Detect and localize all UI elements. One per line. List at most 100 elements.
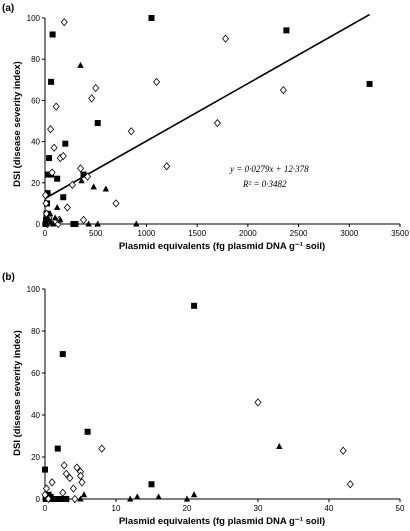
panel-a-diamond-point <box>68 180 76 189</box>
panel-a-square-point <box>80 171 87 178</box>
panel-a-diamond-point <box>52 102 60 111</box>
panel-a-square-point <box>44 190 51 197</box>
panel-b-square-point <box>84 428 91 435</box>
panel-b-diamond-point <box>59 488 67 497</box>
panel-a-triangle-point <box>85 220 92 227</box>
panel-b-diamond-point <box>66 473 74 483</box>
panel-a-diamond-point <box>222 34 230 43</box>
panel-a-diamond-point <box>112 199 120 208</box>
panel-a-triangle-point <box>77 61 84 68</box>
panel-a-x-tick-label: 3000 <box>340 229 358 238</box>
panel-b-scatter-plot: (b) DSI (disease severity index) Plasmid… <box>2 272 405 527</box>
panel-a-square-point <box>62 140 69 147</box>
panel-a-diamond-point <box>50 143 58 152</box>
panel-a-diamond-point <box>80 215 88 224</box>
panel-b-diamond-point <box>42 484 50 493</box>
panel-a-square-point <box>366 80 373 87</box>
panel-a-x-tick-label: 2000 <box>239 229 257 238</box>
panel-a-diamond-point <box>60 18 68 27</box>
panel-b-triangle-point <box>276 443 283 449</box>
panel-b-diamond-point <box>73 463 81 472</box>
panel-a-diamond-point <box>47 125 55 134</box>
panel-a-y-tick-label: 80 <box>31 55 40 64</box>
panel-a-diamond-point <box>42 199 50 208</box>
panel-b-triangle-point <box>48 495 56 502</box>
panel-b-diamond-point <box>78 478 86 487</box>
panel-b-square-point <box>59 351 66 358</box>
panel-b-triangle-point <box>190 491 198 498</box>
panel-a-triangle-point <box>46 210 54 217</box>
panel-a-triangle-point <box>133 220 140 227</box>
panel-b-square-point <box>42 466 48 473</box>
panel-a-triangle-point <box>57 216 64 223</box>
panel-a-scatter-plot: (a) DSI (disease severity index) Plasmid… <box>2 3 409 252</box>
panel-a-triangle-point <box>49 220 57 227</box>
panel-b-x-tick-label: 10 <box>112 504 121 513</box>
panel-a-x-tick-label: 3500 <box>391 229 409 238</box>
panel-b-label: (b) <box>2 272 15 283</box>
panel-a-y-axis-label: DSI (disease severity index) <box>12 61 23 187</box>
panel-b-y-tick-label: 60 <box>31 369 40 378</box>
panel-a-triangle-point <box>78 177 85 184</box>
panel-a-r-squared: R² = 0·3482 <box>242 179 287 189</box>
panel-a-trendline <box>44 13 370 200</box>
panel-a-diamond-point <box>88 94 96 103</box>
panel-b-y-tick-label: 80 <box>31 327 40 336</box>
panel-a-triangle-point <box>53 204 61 211</box>
panel-b-diamond-point <box>62 469 70 478</box>
panel-b-triangle-point <box>183 495 191 502</box>
panel-a-square-point <box>94 120 101 127</box>
panel-a-diamond-point <box>59 151 67 161</box>
panel-b-triangle-point <box>80 491 88 498</box>
panel-b-x-axis-label: Plasmid equivalents (fg plasmid DNA g⁻¹ … <box>119 516 325 527</box>
panel-a-diamond-point <box>279 85 287 95</box>
panel-b-x-tick-label: 20 <box>183 504 192 513</box>
panel-a-y-tick-label: 40 <box>31 138 40 147</box>
panel-a-diamond-point <box>163 162 171 171</box>
panel-a-diamond-point <box>63 203 71 212</box>
panel-b-x-tick-label: 40 <box>325 504 334 513</box>
panel-a-equation: y = 0·0279x + 12·378 <box>229 164 309 174</box>
panel-a-diamond-point <box>48 168 56 177</box>
panel-a-label: (a) <box>2 3 14 14</box>
panel-a-square-point <box>72 221 79 227</box>
panel-b-triangle-point <box>127 495 134 502</box>
panel-b-square-point <box>148 481 155 488</box>
panel-a-square-point <box>283 27 290 34</box>
panel-b-diamond-point <box>69 484 77 493</box>
panel-a-y-tick-label: 0 <box>36 220 41 229</box>
panel-a-diamond-point <box>41 191 50 200</box>
panel-a-diamond-point <box>76 164 85 173</box>
panel-b-data-marks <box>41 302 354 504</box>
panel-b-square-point <box>54 445 61 452</box>
panel-a-triangle-point <box>90 183 97 190</box>
panel-b-diamond-point <box>48 478 56 487</box>
panel-b-diamond-point <box>339 446 347 455</box>
panel-b-triangle-point <box>77 495 84 502</box>
panel-b-diamond-point <box>98 444 106 453</box>
panel-a-x-tick-label: 2500 <box>290 229 308 238</box>
panel-a-square-point <box>45 171 52 178</box>
panel-a-diamond-point <box>92 83 100 93</box>
panel-a-triangle-point <box>94 220 101 227</box>
panel-b-x-tick-label: 30 <box>254 504 263 513</box>
panel-b-y-tick-label: 40 <box>31 411 40 420</box>
panel-a-diamond-point <box>213 118 221 128</box>
panel-a-square-point <box>49 31 56 38</box>
panel-a-square-point <box>60 194 67 201</box>
panel-b-square-point <box>59 496 66 502</box>
panel-b-diamond-point <box>346 480 354 489</box>
panel-a-square-point <box>148 15 155 21</box>
panel-a-square-point <box>54 175 61 182</box>
panel-b-triangle-point <box>155 493 162 500</box>
panel-b-square-point <box>191 302 198 309</box>
panel-a-x-tick-label: 1000 <box>138 229 156 238</box>
panel-b-square-point <box>52 496 59 502</box>
panel-a-y-tick-label: 60 <box>31 96 40 105</box>
panel-b-y-tick-label: 100 <box>27 285 41 294</box>
panel-b-diamond-point <box>76 471 85 481</box>
panel-b-triangle-point <box>63 495 70 502</box>
panel-a-triangle-point <box>51 214 59 221</box>
